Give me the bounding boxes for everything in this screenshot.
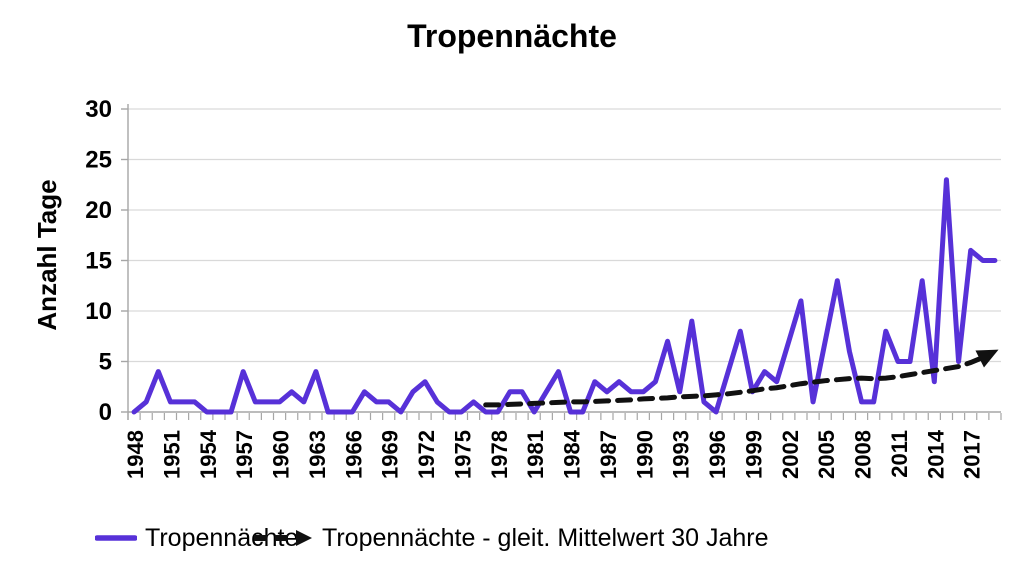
x-axis-tick-label: 1948 — [123, 430, 148, 479]
legend-label: Tropennächte — [145, 523, 299, 552]
x-axis-tick-label: 1972 — [414, 430, 439, 479]
moving-average-arrowhead-icon — [975, 349, 999, 368]
x-axis-tick-label: 1975 — [450, 430, 475, 479]
x-axis-tick-label: 1978 — [487, 430, 512, 479]
x-axis-tick-label: 2011 — [887, 430, 912, 478]
x-axis-tick-label: 1987 — [596, 430, 621, 479]
solid-line-swatch-icon — [95, 535, 137, 541]
legend: Tropennächte Tropennächte - gleit. Mitte… — [0, 516, 1024, 564]
y-axis-tick-label: 0 — [99, 399, 112, 426]
y-axis-tick-label: 25 — [85, 147, 112, 174]
legend-item-tropennaechte: Tropennächte — [95, 516, 298, 560]
y-axis-tick-label: 10 — [85, 298, 112, 325]
x-axis-tick-label: 1999 — [741, 430, 766, 479]
x-axis-tick-label: 2014 — [923, 429, 948, 479]
x-axis-tick-label: 1984 — [560, 429, 585, 479]
x-axis-tick-label: 1951 — [159, 430, 184, 479]
dashed-arrow-swatch-icon — [254, 530, 312, 546]
y-axis-tick-label: 15 — [85, 248, 112, 275]
moving-average-line — [483, 354, 986, 408]
legend-item-mittelwert: Tropennächte - gleit. Mittelwert 30 Jahr… — [252, 516, 769, 560]
series-line-tropennaechte — [131, 177, 998, 415]
x-axis-tick-label: 1957 — [232, 430, 257, 479]
x-axis-tick-label: 1981 — [523, 430, 548, 479]
x-axis-tick-label: 1963 — [305, 430, 330, 479]
x-axis-tick-label: 2017 — [960, 430, 985, 479]
x-axis-tick-label: 2005 — [814, 430, 839, 479]
chart-title: Tropennächte — [407, 18, 617, 54]
x-axis-tick-label: 1990 — [632, 430, 657, 479]
y-axis-tick-label: 30 — [85, 96, 112, 123]
x-axis-tick-label: 2002 — [778, 430, 803, 479]
legend-label: Tropennächte - gleit. Mittelwert 30 Jahr… — [322, 523, 769, 552]
x-axis-tick-label: 1960 — [269, 430, 294, 479]
y-axis-title: Anzahl Tage — [32, 179, 62, 330]
x-axis-tick-label: 1966 — [341, 430, 366, 479]
x-axis-tick-label: 1969 — [378, 430, 403, 479]
x-axis-tick-label: 2008 — [851, 430, 876, 479]
x-axis-tick-label: 1996 — [705, 430, 730, 479]
y-axis-tick-label: 5 — [99, 349, 112, 376]
x-axis-tick-label: 1954 — [196, 429, 221, 479]
x-axis-tick-label: 1993 — [669, 430, 694, 479]
y-axis-tick-label: 20 — [85, 197, 112, 224]
